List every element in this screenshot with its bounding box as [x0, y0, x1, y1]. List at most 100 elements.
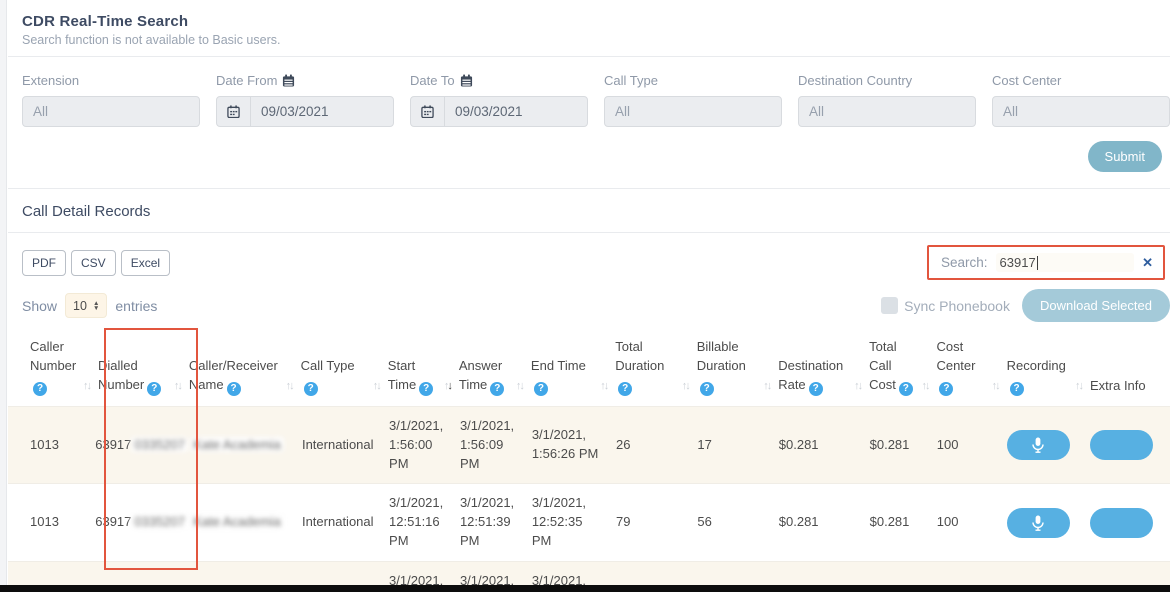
cost-center-select[interactable]: All [992, 96, 1170, 127]
play-recording-button[interactable] [1006, 507, 1070, 538]
date-to-value: 09/03/2021 [455, 104, 523, 119]
help-icon[interactable]: ? [808, 381, 823, 396]
calendar-icon [282, 74, 295, 87]
help-icon[interactable]: ? [147, 381, 162, 396]
cell-caller-number: 1013 [30, 514, 59, 530]
cell-billable-duration: 17 [697, 436, 712, 452]
help-icon[interactable]: ? [699, 381, 714, 396]
call-type-select[interactable]: All [604, 96, 782, 127]
cell-destination-rate: $0.281 [778, 514, 819, 530]
window-bottom-edge [0, 585, 1170, 592]
column-header-end-time[interactable]: End Time? ↑↓ [531, 357, 615, 396]
redacted-digits: 0335207 [131, 436, 189, 452]
column-header-total-duration[interactable]: Total Duration? ↑↓ [615, 338, 696, 396]
sort-icon[interactable]: ↑↓ [854, 380, 863, 392]
cell-caller-receiver-name: Kate Academia [190, 436, 302, 455]
sort-icon[interactable]: ↑↓ [1074, 380, 1084, 392]
filter-date-from: Date From 09/03/2021 [216, 73, 394, 127]
calendar-icon[interactable] [411, 97, 445, 126]
page-size-select[interactable]: 10 ▲ ▼ [65, 293, 108, 318]
filter-cost-center: Cost Center All [992, 73, 1170, 127]
help-icon[interactable]: ? [303, 381, 318, 396]
text-cursor [1036, 255, 1038, 270]
page-header: CDR Real-Time Search Search function is … [8, 0, 1170, 57]
sync-phonebook-control: Sync Phonebook [881, 297, 1010, 314]
extension-label: Extension [22, 73, 80, 88]
column-header-caller-number[interactable]: Caller Number? ↑↓ [8, 338, 98, 396]
extra-info-button[interactable] [1090, 430, 1154, 461]
cell-extra-info [1090, 507, 1170, 538]
window-left-gutter [0, 0, 7, 585]
help-icon[interactable]: ? [226, 381, 241, 396]
entries-label: entries [115, 297, 158, 314]
extra-info-button[interactable] [1090, 507, 1154, 538]
column-header-total-call-cost[interactable]: Total Call Cost? ↑↓ [869, 338, 936, 396]
date-to-input[interactable]: 09/03/2021 [410, 96, 588, 127]
pdf-export-button[interactable]: PDF [22, 249, 66, 276]
cell-start-time: 3/1/2021, 12:51:16 PM [389, 495, 444, 549]
download-selected-button[interactable]: Download Selected [1021, 289, 1170, 322]
sync-phonebook-checkbox[interactable] [881, 297, 899, 314]
microphone-icon [1032, 515, 1044, 531]
excel-export-button[interactable]: Excel [120, 249, 171, 276]
column-header-caller-receiver-name[interactable]: Caller/Receiver Name? ↑↓ [189, 357, 301, 396]
sort-icon[interactable]: ↑↓ [991, 380, 1001, 392]
sort-icon[interactable]: ↑↓ [763, 380, 772, 392]
search-annotation-box: Search: 63917 ✕ [927, 245, 1165, 280]
search-filters-panel: Extension All Date From 09/03/2021 [8, 57, 1170, 189]
sort-icon[interactable]: ↑↓ [372, 380, 382, 392]
column-header-answer-time[interactable]: Answer Time? ↑↓ [459, 357, 531, 396]
cdr-table: Caller Number? ↑↓ Dialled Number? ↑↓ Cal… [8, 338, 1170, 592]
csv-export-button[interactable]: CSV [71, 249, 116, 276]
clear-search-icon[interactable]: ✕ [1142, 254, 1153, 270]
column-header-recording[interactable]: Recording? ↑↓ [1007, 357, 1090, 396]
help-icon[interactable]: ? [1009, 381, 1024, 396]
help-icon[interactable]: ? [898, 381, 913, 396]
submit-button[interactable]: Submit [1087, 141, 1162, 172]
show-label: Show [22, 297, 58, 314]
column-header-billable-duration[interactable]: Billable Duration? ↑↓ [697, 338, 778, 396]
filter-call-type: Call Type All [604, 73, 782, 127]
microphone-icon [1032, 437, 1044, 454]
extension-value: All [33, 104, 49, 119]
show-entries-control: Show 10 ▲ ▼ entries [22, 293, 157, 318]
sort-icon[interactable]: ↑↓ [681, 380, 691, 392]
sort-icon[interactable]: ↑↓ [921, 380, 930, 392]
search-input[interactable]: 63917 [995, 253, 1135, 272]
sort-icon[interactable]: ↑↓ [173, 380, 183, 392]
cell-call-type: International [301, 514, 374, 530]
column-header-dialled-number[interactable]: Dialled Number? ↑↓ [98, 357, 189, 396]
extension-select[interactable]: All [22, 96, 200, 127]
destination-country-label: Destination Country [798, 73, 913, 88]
column-header-cost-center[interactable]: Cost Center? ↑↓ [936, 338, 1006, 396]
sort-icon-active-desc[interactable]: ↑↓ [443, 380, 453, 392]
column-header-destination-rate[interactable]: Destination Rate? ↑↓ [778, 357, 869, 396]
column-header-start-time[interactable]: Start Time? ↑↓ [388, 357, 459, 396]
cdr-page: CDR Real-Time Search Search function is … [8, 0, 1170, 592]
help-icon[interactable]: ? [33, 381, 47, 396]
records-section-title: Call Detail Records [22, 203, 151, 220]
cost-center-value: All [1003, 104, 1019, 119]
column-header-extra-info[interactable]: Extra Info [1089, 378, 1146, 394]
help-icon[interactable]: ? [533, 381, 548, 396]
column-header-call-type[interactable]: Call Type? ↑↓ [301, 357, 388, 396]
sort-icon[interactable]: ↑↓ [83, 380, 92, 392]
help-icon[interactable]: ? [618, 381, 633, 396]
sort-icon[interactable]: ↑↓ [285, 380, 295, 392]
play-recording-button[interactable] [1006, 430, 1070, 461]
help-icon[interactable]: ? [939, 381, 954, 396]
help-icon[interactable]: ? [490, 381, 505, 396]
date-from-input[interactable]: 09/03/2021 [216, 96, 394, 127]
page-size-value: 10 [73, 298, 87, 313]
calendar-icon[interactable] [217, 97, 251, 126]
cost-center-label: Cost Center [992, 73, 1062, 88]
destination-country-select[interactable]: All [798, 96, 976, 127]
cell-recording [1006, 430, 1090, 461]
cell-cost-center: 100 [936, 436, 959, 452]
sort-icon[interactable]: ↑↓ [600, 380, 609, 392]
cell-total-duration: 79 [616, 514, 631, 530]
sort-icon[interactable]: ↑↓ [515, 380, 525, 392]
help-icon[interactable]: ? [419, 381, 434, 396]
